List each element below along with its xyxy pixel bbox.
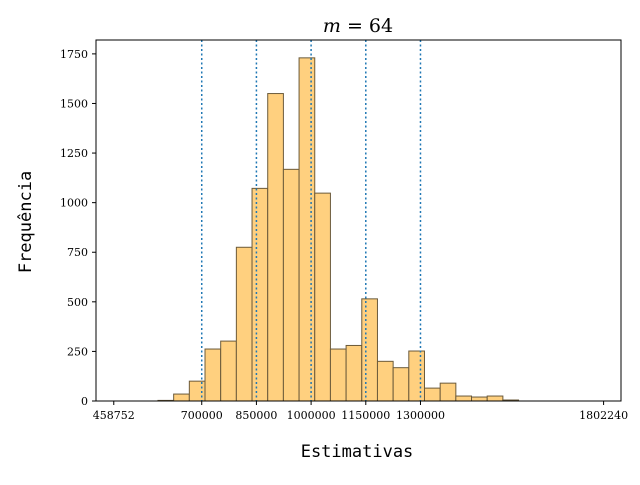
histogram-bar-13 xyxy=(345,344,363,402)
x-tick-label: 1150000 xyxy=(341,409,390,422)
histogram-bar-17 xyxy=(408,350,425,402)
histogram-bar-19 xyxy=(439,382,457,402)
y-tick-label: 500 xyxy=(67,296,88,309)
x-axis-label: Estimativas xyxy=(301,442,414,462)
histogram-bar-20 xyxy=(455,395,473,402)
y-ticks-layer: 0 250 500 750 1000 1250 1500 1750 xyxy=(60,48,96,408)
histogram-bar-15 xyxy=(376,360,394,402)
histogram-bar-3 xyxy=(188,380,206,402)
histogram-bar-9 xyxy=(282,168,300,402)
chart-title: m = 64 xyxy=(323,15,393,37)
y-tick-label: 1250 xyxy=(60,147,88,160)
y-tick-label: 1500 xyxy=(60,97,88,110)
y-tick-label: 1750 xyxy=(60,48,88,61)
histogram-bar-6 xyxy=(235,246,253,402)
histogram-bar-2 xyxy=(173,393,190,402)
chart-title-variable: m xyxy=(323,15,341,37)
x-ticks-layer: 458752 700000 850000 1000000 1150000 1300000 1… xyxy=(93,401,628,422)
x-tick-label: 458752 xyxy=(93,409,135,422)
x-tick-label: 850000 xyxy=(235,409,277,422)
chart-title-equals: = xyxy=(341,15,369,37)
histogram-bar-16 xyxy=(392,367,410,402)
histogram-bar-22 xyxy=(486,395,504,402)
histogram-bar-7 xyxy=(251,187,269,402)
histogram-bar-5 xyxy=(220,340,237,402)
chart-title-number: 64 xyxy=(369,15,393,37)
bars-layer xyxy=(157,57,520,402)
x-tick-label: 1000000 xyxy=(287,409,336,422)
x-tick-label: 700000 xyxy=(181,409,223,422)
y-tick-label: 250 xyxy=(67,345,88,358)
histogram-bar-4 xyxy=(204,348,222,402)
histogram-bar-11 xyxy=(314,192,331,402)
histogram-bar-10 xyxy=(298,57,316,402)
y-tick-label: 1000 xyxy=(60,197,88,210)
x-tick-label: 1802240 xyxy=(579,409,628,422)
histogram-bar-8 xyxy=(267,93,284,402)
histogram-bar-21 xyxy=(471,396,488,402)
x-tick-label: 1300000 xyxy=(396,409,445,422)
histogram-bar-18 xyxy=(423,387,441,402)
plot-frame xyxy=(95,39,622,402)
histogram-bar-14 xyxy=(361,298,378,402)
y-tick-label: 750 xyxy=(67,246,88,259)
reference-lines-layer xyxy=(200,40,422,401)
y-tick-label: 0 xyxy=(81,395,88,408)
histogram-bar-12 xyxy=(329,348,347,402)
y-axis-label: Frequência xyxy=(16,171,36,273)
